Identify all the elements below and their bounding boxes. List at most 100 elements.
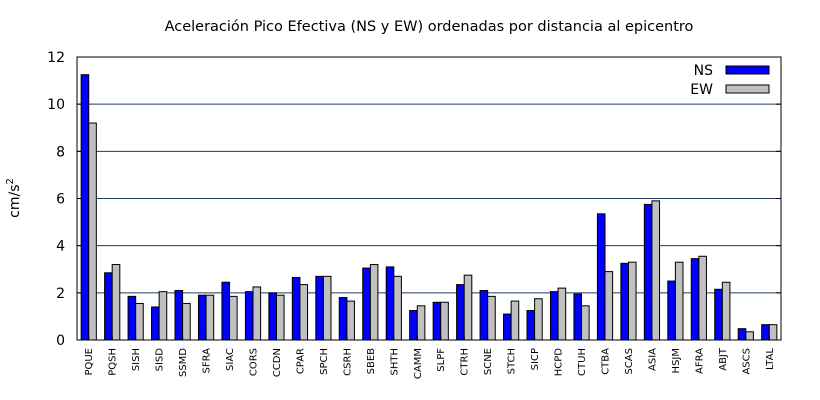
x-tick-label: CORS — [249, 348, 260, 376]
y-tick-label: 6 — [56, 192, 65, 208]
x-tick-label: HSJM — [671, 348, 682, 373]
bar-ns-stch — [503, 313, 512, 341]
x-tick-label: SPCH — [319, 348, 330, 375]
bar-ew-hsjm — [674, 261, 684, 341]
bar-ew-pque — [88, 122, 97, 341]
bars — [80, 74, 778, 341]
bar-ns-abjt — [714, 288, 723, 341]
bar-ns-afra — [690, 258, 700, 341]
x-tick-label: SISH — [131, 348, 142, 371]
bar-ew-shth — [393, 275, 402, 341]
x-tick-label: PQUE — [84, 348, 95, 376]
x-tick-label: CAMM — [413, 348, 424, 379]
bar-ns-ctuh — [573, 293, 583, 341]
x-tick-label: SBEB — [366, 348, 377, 375]
bar-ew-sbeb — [369, 264, 379, 341]
bar-ew-hcpd — [557, 287, 567, 341]
x-tick-label: SCAS — [624, 348, 635, 375]
x-tick-label: CTUH — [577, 348, 588, 376]
x-tick-label: SISD — [155, 348, 166, 372]
bar-ns-cors — [244, 291, 254, 341]
bar-ew-afra — [698, 255, 707, 341]
bar-ns-ctrh — [456, 284, 465, 341]
bar-ns-cpar — [291, 277, 301, 341]
y-tick-label: 2 — [56, 286, 65, 302]
y-tick-label: 4 — [56, 239, 65, 255]
bar-ew-siac — [229, 295, 238, 341]
bar-ns-sisd — [151, 306, 160, 341]
bar-ns-sfra — [197, 294, 207, 341]
bar-ew-sicp — [534, 298, 543, 341]
bar-ns-ccdn — [268, 292, 277, 341]
bar-ns-ltal — [761, 324, 770, 341]
bar-ns-camm — [409, 310, 418, 341]
x-axis-ticks: PQUE PQSH SISH SISD SSMD SFRA SIAC CORS CCDN CPAR… — [84, 335, 776, 379]
bar-ew-scas — [627, 261, 637, 341]
bar-ew-sisd — [158, 291, 168, 341]
bar-ns-sbeb — [362, 267, 371, 341]
y-tick-label: 10 — [47, 97, 65, 113]
bar-ns-asia — [643, 203, 653, 341]
x-tick-label: CSRH — [342, 348, 353, 376]
bar-ns-sicp — [526, 310, 536, 341]
chart-title: Aceleración Pico Efectiva (NS y EW) orde… — [165, 19, 694, 35]
bar-ns-ctba — [596, 213, 606, 341]
bar-ew-ctrh — [463, 274, 473, 341]
bar-ns-sish — [127, 295, 137, 341]
bar-ew-abjt — [721, 281, 731, 341]
y-tick-label: 12 — [47, 50, 65, 66]
bar-ns-scas — [620, 262, 629, 341]
y-axis-label-text: cm/s — [7, 185, 23, 218]
x-tick-label: SHTH — [389, 348, 400, 376]
x-tick-label: SSMD — [178, 348, 189, 377]
legend: NS EW — [690, 63, 770, 98]
bar-ns-pque — [80, 74, 90, 341]
x-tick-label: LTAL — [765, 348, 776, 370]
bar-ew-ssmd — [182, 302, 191, 341]
bar-ew-ltal — [768, 324, 778, 341]
bar-ew-sish — [135, 302, 144, 341]
y-tick-label: 0 — [56, 333, 65, 349]
x-tick-label: AFRA — [694, 348, 705, 374]
bar-ns-csrh — [338, 297, 348, 341]
bar-ew-cpar — [299, 284, 309, 341]
x-tick-label: ASIA — [647, 348, 658, 371]
bar-ew-asia — [651, 200, 661, 341]
bar-ew-ctba — [604, 271, 614, 341]
bar-ns-pqsh — [104, 272, 113, 341]
bar-ew-ctuh — [581, 305, 590, 341]
bar-ew-stch — [510, 300, 520, 341]
y-axis-label: cm/s2 — [5, 178, 23, 218]
bar-ew-cors — [252, 286, 262, 341]
y-tick-label: 8 — [56, 144, 65, 160]
bar-ns-shth — [385, 266, 395, 341]
svg-text:cm/s2: cm/s2 — [5, 178, 23, 218]
bar-ns-spch — [315, 275, 324, 341]
x-tick-label: CTBA — [601, 348, 612, 375]
bar-ew-scne — [487, 295, 496, 341]
bar-ns-ascs — [737, 328, 747, 341]
x-tick-label: SLPF — [436, 348, 447, 372]
legend-label: NS — [694, 63, 713, 79]
bar-ew-ccdn — [275, 294, 285, 341]
bar-ew-camm — [416, 305, 426, 341]
x-tick-label: HCPD — [554, 348, 565, 377]
legend-swatch — [725, 65, 770, 75]
x-tick-label: SFRA — [202, 348, 213, 374]
x-tick-label: STCH — [507, 348, 518, 374]
bar-ew-ascs — [745, 331, 754, 341]
bar-ew-csrh — [346, 300, 355, 341]
x-tick-label: ABJT — [718, 347, 729, 371]
legend-label: EW — [690, 82, 713, 98]
bar-ew-slpf — [440, 301, 449, 341]
bar-ew-pqsh — [111, 264, 121, 341]
bar-ns-siac — [221, 281, 231, 341]
bar-ns-hcpd — [549, 291, 559, 341]
bar-ns-scne — [479, 289, 489, 341]
bar-ns-slpf — [432, 301, 442, 341]
bar-ns-ssmd — [174, 289, 184, 341]
x-tick-label: CPAR — [295, 348, 306, 374]
x-tick-label: SIAC — [225, 348, 236, 371]
